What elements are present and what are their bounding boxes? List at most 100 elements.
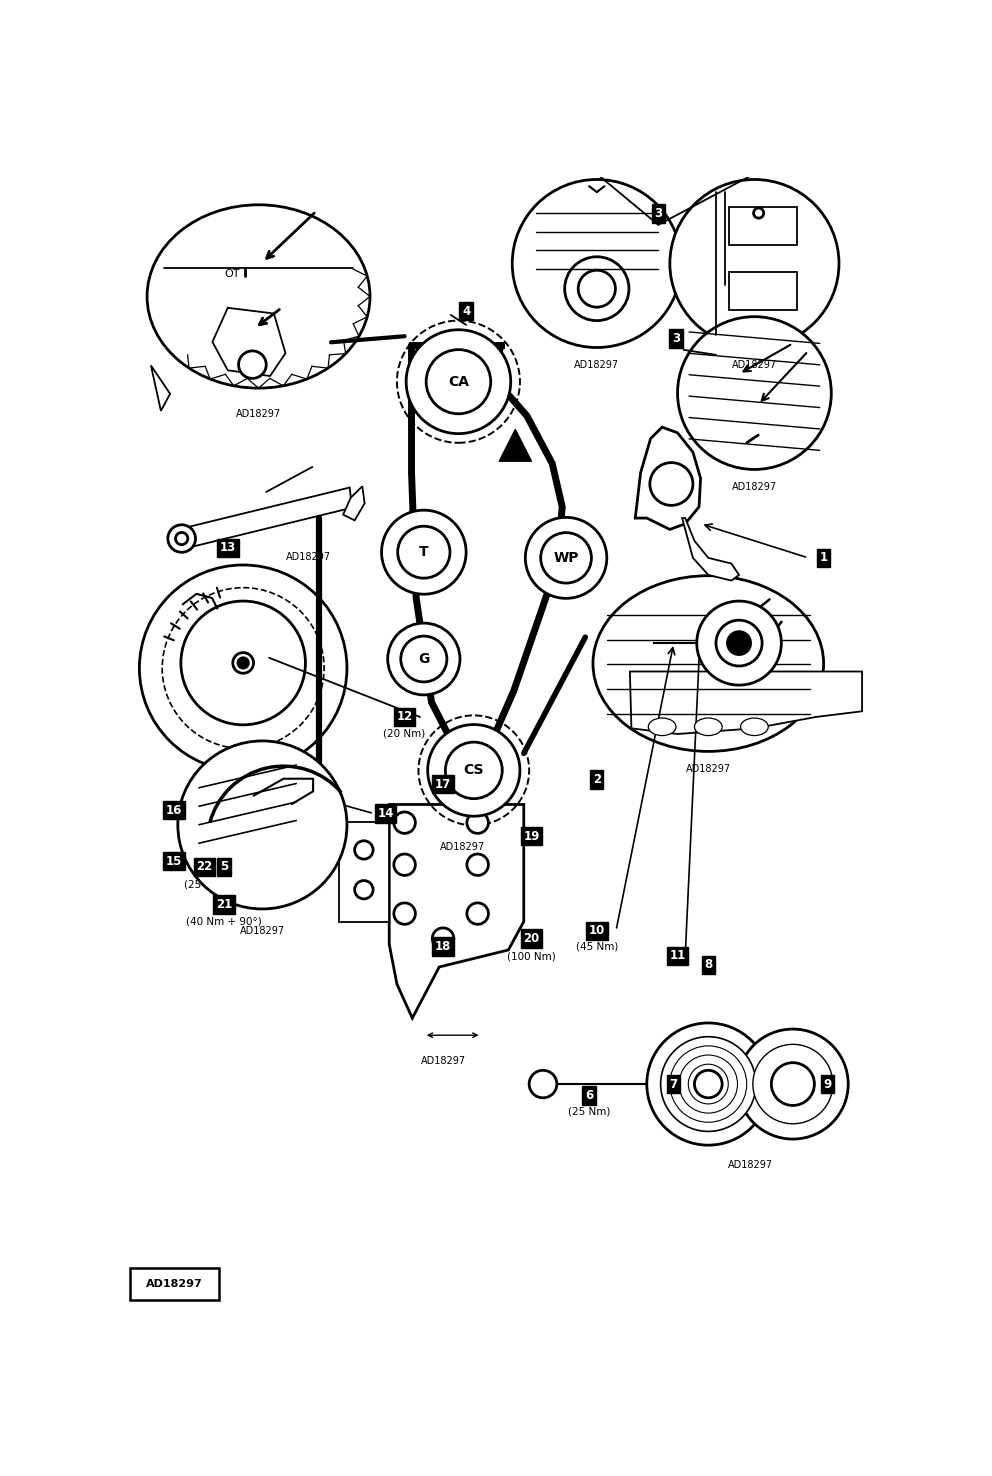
Text: AD18297: AD18297	[685, 765, 731, 773]
Text: 14: 14	[377, 807, 394, 821]
Text: CS: CS	[463, 763, 484, 778]
Text: AD18297: AD18297	[728, 1160, 773, 1170]
Polygon shape	[389, 804, 524, 1018]
Polygon shape	[339, 822, 389, 921]
Text: (100 Nm): (100 Nm)	[507, 951, 556, 961]
Text: 2: 2	[593, 773, 601, 787]
Ellipse shape	[694, 1070, 722, 1098]
Ellipse shape	[680, 1055, 737, 1113]
Ellipse shape	[181, 601, 306, 725]
Ellipse shape	[678, 317, 831, 469]
Text: OT: OT	[224, 269, 239, 279]
Bar	[729, 207, 797, 245]
Ellipse shape	[754, 208, 764, 218]
Polygon shape	[635, 427, 700, 530]
Bar	[729, 272, 797, 310]
Ellipse shape	[354, 881, 373, 899]
Ellipse shape	[647, 1023, 770, 1145]
Ellipse shape	[178, 741, 347, 909]
Text: G: G	[419, 652, 430, 666]
Text: (40 Nm + 90°): (40 Nm + 90°)	[186, 917, 262, 927]
Text: 20: 20	[524, 931, 540, 945]
Text: CA: CA	[448, 375, 469, 388]
Ellipse shape	[670, 1046, 747, 1122]
Ellipse shape	[428, 725, 520, 816]
Polygon shape	[682, 518, 739, 580]
Text: 22: 22	[196, 861, 213, 874]
Text: 10: 10	[588, 924, 605, 937]
Ellipse shape	[176, 533, 187, 545]
Ellipse shape	[593, 576, 823, 751]
Ellipse shape	[705, 633, 723, 655]
Text: 16: 16	[166, 803, 183, 816]
Ellipse shape	[427, 350, 491, 413]
Ellipse shape	[191, 611, 295, 714]
Ellipse shape	[688, 1064, 728, 1104]
Polygon shape	[630, 672, 862, 734]
Text: AD18297: AD18297	[439, 843, 485, 852]
Text: 11: 11	[670, 949, 685, 962]
Ellipse shape	[401, 636, 447, 682]
Ellipse shape	[382, 511, 466, 595]
Ellipse shape	[406, 329, 511, 434]
Text: 8: 8	[704, 958, 712, 971]
Ellipse shape	[445, 742, 502, 799]
Text: WP: WP	[554, 551, 578, 565]
Ellipse shape	[467, 812, 488, 834]
Text: 4: 4	[462, 304, 470, 317]
Ellipse shape	[649, 717, 676, 735]
Text: 19: 19	[523, 830, 540, 843]
Ellipse shape	[512, 180, 682, 347]
Text: (20 Nm): (20 Nm)	[384, 728, 426, 738]
Text: AD18297: AD18297	[146, 1280, 202, 1289]
Ellipse shape	[727, 632, 751, 654]
Polygon shape	[173, 487, 352, 551]
Ellipse shape	[398, 527, 450, 579]
Ellipse shape	[564, 257, 629, 320]
Text: 3: 3	[672, 332, 681, 345]
Ellipse shape	[238, 351, 266, 378]
Text: AD18297: AD18297	[220, 788, 266, 799]
Ellipse shape	[772, 1063, 814, 1106]
Ellipse shape	[168, 525, 195, 552]
Ellipse shape	[201, 621, 285, 704]
Ellipse shape	[661, 1036, 756, 1132]
Ellipse shape	[578, 270, 615, 307]
Text: AD18297: AD18297	[574, 360, 619, 370]
Ellipse shape	[394, 812, 416, 834]
Text: (25 Nm): (25 Nm)	[568, 1107, 610, 1117]
Text: 6: 6	[585, 1089, 593, 1103]
Text: 21: 21	[216, 897, 232, 911]
Polygon shape	[151, 366, 171, 410]
Ellipse shape	[741, 717, 768, 735]
Ellipse shape	[354, 841, 373, 859]
Text: AD18297: AD18297	[421, 1055, 465, 1066]
Ellipse shape	[233, 652, 254, 673]
Ellipse shape	[388, 623, 460, 695]
Polygon shape	[499, 430, 532, 461]
Text: 17: 17	[434, 778, 451, 791]
Text: 3: 3	[655, 207, 663, 220]
Text: 12: 12	[397, 710, 413, 723]
Ellipse shape	[650, 462, 692, 505]
Ellipse shape	[238, 658, 248, 669]
Ellipse shape	[212, 632, 275, 694]
Text: AD18297: AD18297	[286, 552, 331, 562]
Ellipse shape	[737, 1029, 848, 1139]
Text: 13: 13	[219, 542, 236, 554]
Ellipse shape	[541, 533, 591, 583]
Text: AD18297: AD18297	[240, 925, 285, 936]
Ellipse shape	[694, 717, 722, 735]
Text: AD18297: AD18297	[732, 360, 777, 370]
Polygon shape	[343, 486, 365, 521]
Ellipse shape	[222, 642, 264, 683]
Ellipse shape	[433, 928, 453, 949]
Ellipse shape	[753, 1045, 833, 1123]
Ellipse shape	[394, 903, 416, 924]
Ellipse shape	[147, 205, 370, 388]
Ellipse shape	[670, 180, 839, 347]
Text: AD18297: AD18297	[236, 409, 281, 419]
Ellipse shape	[526, 518, 607, 598]
Text: 5: 5	[220, 861, 228, 874]
Text: (45 Nm): (45 Nm)	[575, 942, 618, 952]
